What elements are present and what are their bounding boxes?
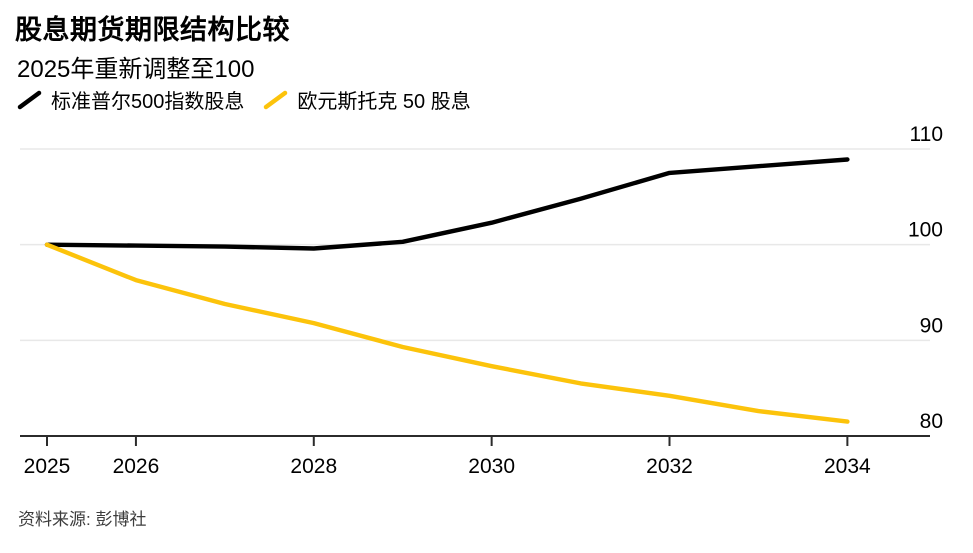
y-axis-tick-label: 110 [910, 123, 943, 146]
line-swatch-icon [264, 90, 288, 109]
x-axis-tick-label: 2032 [646, 455, 693, 478]
x-axis-tick-label: 2028 [290, 455, 337, 478]
y-axis-tick-label: 90 [920, 314, 943, 337]
legend-item-0: 标准普尔500指数股息 [16, 85, 244, 114]
chart-subtitle: 2025年重新调整至100 [17, 56, 255, 83]
x-axis-tick-label: 2034 [824, 455, 871, 478]
legend-item-1: 欧元斯托克 50 股息 [262, 85, 471, 114]
y-axis-tick-label: 80 [920, 410, 943, 433]
x-axis-tick-label: 2025 [24, 455, 71, 478]
chart-title: 股息期货期限结构比较 [15, 15, 290, 45]
x-axis-tick-label: 2026 [113, 455, 160, 478]
line-swatch-icon [17, 90, 42, 109]
legend-item-label: 欧元斯托克 50 股息 [297, 91, 471, 113]
series-line-0 [44, 157, 850, 251]
y-axis-tick-label: 100 [908, 219, 943, 242]
legend: 标准普尔500指数股息 欧元斯托克 50 股息 [16, 85, 471, 114]
x-axis-tick-label: 2030 [468, 455, 515, 478]
series-line-1 [44, 242, 850, 424]
legend-item-label: 标准普尔500指数股息 [51, 91, 245, 113]
source-note: 资料来源: 彭博社 [18, 510, 147, 529]
line-chart-plot: 80 90 100 110 2025 2026 2028 2030 2032 2034 [20, 123, 943, 478]
